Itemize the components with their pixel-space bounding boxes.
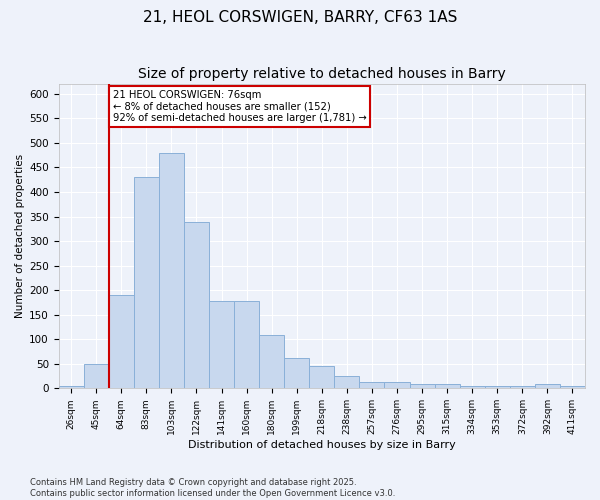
Text: Contains HM Land Registry data © Crown copyright and database right 2025.
Contai: Contains HM Land Registry data © Crown c… [30, 478, 395, 498]
Bar [184, 222, 209, 388]
Bar [109, 295, 134, 388]
X-axis label: Distribution of detached houses by size in Barry: Distribution of detached houses by size … [188, 440, 455, 450]
Bar [485, 386, 510, 388]
Bar [159, 153, 184, 388]
Bar [59, 386, 84, 388]
Bar [359, 382, 385, 388]
Bar [284, 358, 309, 388]
Text: 21 HEOL CORSWIGEN: 76sqm
← 8% of detached houses are smaller (152)
92% of semi-d: 21 HEOL CORSWIGEN: 76sqm ← 8% of detache… [113, 90, 366, 123]
Bar [460, 386, 485, 388]
Bar [134, 178, 159, 388]
Bar [334, 376, 359, 388]
Bar [385, 382, 410, 388]
Bar [309, 366, 334, 388]
Y-axis label: Number of detached properties: Number of detached properties [15, 154, 25, 318]
Title: Size of property relative to detached houses in Barry: Size of property relative to detached ho… [138, 68, 506, 82]
Bar [510, 386, 535, 388]
Text: 21, HEOL CORSWIGEN, BARRY, CF63 1AS: 21, HEOL CORSWIGEN, BARRY, CF63 1AS [143, 10, 457, 25]
Bar [234, 301, 259, 388]
Bar [535, 384, 560, 388]
Bar [84, 364, 109, 388]
Bar [209, 301, 234, 388]
Bar [410, 384, 434, 388]
Bar [434, 384, 460, 388]
Bar [259, 336, 284, 388]
Bar [560, 386, 585, 388]
